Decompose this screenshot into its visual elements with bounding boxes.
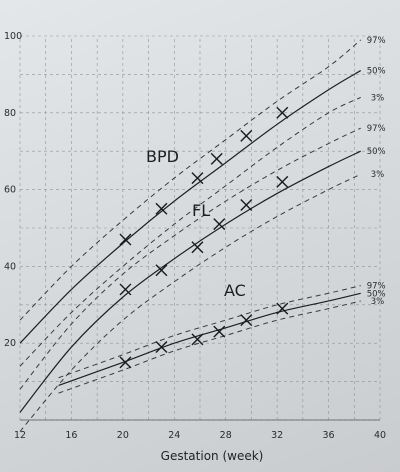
fl-curve-97pct	[19, 127, 361, 390]
fl-curve-3pct	[19, 173, 361, 432]
mark-stroke	[119, 356, 132, 369]
y-tick-label: 40	[4, 261, 16, 272]
bpd-label-50pct: 50%	[367, 67, 386, 77]
x-tick-label: 12	[14, 430, 26, 441]
ac-curve-97pct	[58, 285, 361, 379]
ac-measurement-mark	[119, 356, 132, 369]
y-tick-label: 20	[4, 338, 16, 349]
mark-stroke	[276, 106, 289, 119]
y-tick-label: 60	[4, 185, 16, 196]
bpd-group-label: BPD	[146, 147, 179, 166]
ac-group-label: AC	[224, 281, 246, 300]
fl-label-3pct: 3%	[371, 170, 385, 180]
ac-measurement-mark	[276, 302, 289, 315]
mark-stroke	[213, 325, 226, 338]
group-labels: BPD FL AC	[146, 147, 246, 300]
percentile-labels: 97%50%3%97%50%3%97%50%3%	[367, 36, 386, 307]
y-tick-label: 100	[4, 31, 22, 42]
bpd-measurement-mark	[240, 129, 253, 142]
mark-stroke	[119, 233, 132, 246]
ac-measurement-mark	[213, 325, 226, 338]
fl-measurement-mark	[240, 198, 253, 211]
bpd-measurement-mark	[210, 152, 223, 165]
ac-measurement-mark	[155, 341, 168, 354]
ac-label-50pct: 50%	[367, 289, 386, 299]
mark-stroke	[240, 314, 253, 327]
mark-stroke	[191, 172, 204, 185]
ac-label-97pct: 97%	[367, 282, 386, 292]
bpd-measurement-mark	[119, 233, 132, 246]
bpd-label-3pct: 3%	[371, 93, 385, 103]
mark-stroke	[276, 175, 289, 188]
x-tick-label: 40	[374, 430, 386, 441]
ac-measurement-mark	[240, 314, 253, 327]
fl-measurement-mark	[276, 175, 289, 188]
fl-measurement-mark	[155, 264, 168, 277]
grid	[19, 35, 381, 421]
x-tick-label: 28	[220, 430, 232, 441]
fl-measurement-mark	[191, 241, 204, 254]
fl-curve-50pct	[19, 150, 361, 413]
mark-stroke	[240, 129, 253, 142]
percentile-curves	[19, 39, 362, 432]
mark-stroke	[155, 264, 168, 277]
mark-stroke	[119, 283, 132, 296]
bpd-curve-97pct	[19, 39, 362, 321]
fl-group-label: FL	[192, 201, 210, 220]
x-tick-label: 20	[117, 430, 129, 441]
fl-measurement-mark	[213, 218, 226, 231]
mark-stroke	[191, 333, 204, 346]
bpd-curve-50pct	[19, 70, 362, 344]
bpd-measurement-mark	[191, 172, 204, 185]
bpd-measurement-mark	[155, 202, 168, 215]
fl-label-50pct: 50%	[367, 147, 386, 157]
mark-stroke	[213, 218, 226, 231]
ac-curve-3pct	[58, 300, 361, 394]
y-tick-label: 80	[4, 108, 16, 119]
measurement-marks	[119, 106, 289, 369]
mark-stroke	[191, 241, 204, 254]
tick-labels: 12 16 20 24 28 32 36 40 20 40 60 80 100	[4, 31, 386, 441]
bpd-curve-3pct	[19, 96, 361, 367]
mark-stroke	[155, 202, 168, 215]
x-tick-label: 36	[323, 430, 335, 441]
ac-curve-50pct	[58, 292, 361, 387]
bpd-label-97pct: 97%	[367, 36, 386, 46]
bpd-measurement-mark	[276, 106, 289, 119]
fl-label-97pct: 97%	[367, 124, 386, 134]
ac-label-3pct: 3%	[371, 297, 385, 307]
x-axis-label: Gestation (week)	[161, 449, 264, 463]
mark-stroke	[155, 341, 168, 354]
mark-stroke	[240, 198, 253, 211]
fl-measurement-mark	[119, 283, 132, 296]
mark-stroke	[276, 302, 289, 315]
ac-measurement-mark	[191, 333, 204, 346]
x-tick-label: 32	[271, 430, 283, 441]
x-tick-label: 24	[168, 430, 180, 441]
mark-stroke	[210, 152, 223, 165]
x-tick-label: 16	[65, 430, 77, 441]
